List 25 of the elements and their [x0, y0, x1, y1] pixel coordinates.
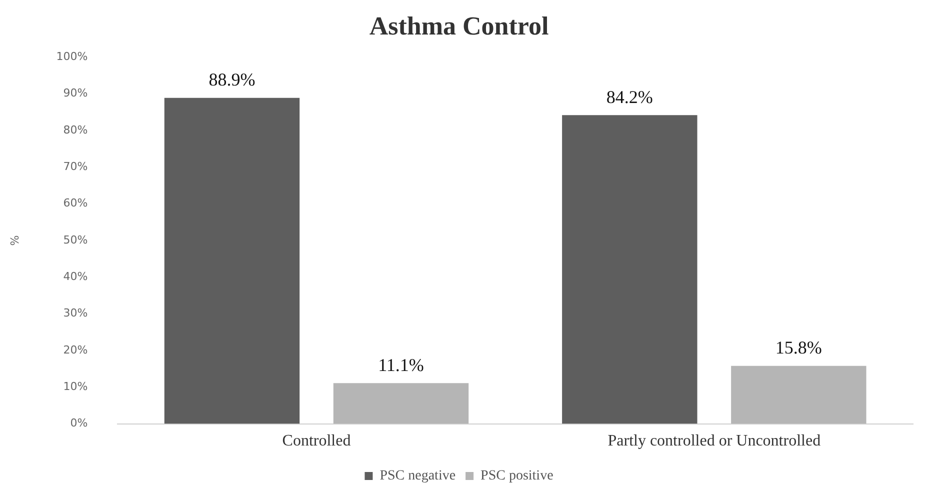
y-tick-label: 100% — [56, 50, 88, 64]
y-tick-label: 70% — [63, 160, 88, 174]
data-label: 84.2% — [606, 86, 653, 107]
y-tick-label: 60% — [63, 196, 88, 210]
x-tick-label: Controlled — [282, 432, 351, 450]
legend-label: PSC negative — [380, 468, 456, 484]
y-tick-label: 30% — [63, 306, 88, 320]
bar — [562, 115, 698, 424]
x-tick-label: Partly controlled or Uncontrolled — [608, 432, 821, 450]
legend-label: PSC positive — [480, 468, 554, 484]
bar — [731, 366, 866, 424]
y-tick-label: 0% — [70, 416, 88, 430]
y-tick-label: 40% — [63, 270, 88, 284]
data-label: 88.9% — [208, 70, 256, 90]
y-axis-title: % — [8, 235, 22, 246]
chart-title: Asthma Control — [369, 11, 549, 40]
y-tick-label: 20% — [63, 343, 88, 356]
y-tick-label: 10% — [63, 380, 88, 393]
bar — [164, 98, 300, 424]
data-label: 11.1% — [378, 354, 424, 375]
bar — [333, 383, 469, 424]
y-tick-label: 80% — [63, 123, 88, 136]
data-label: 15.8% — [775, 338, 822, 358]
y-tick-label: 50% — [63, 233, 88, 246]
y-tick-label: 90% — [63, 86, 88, 100]
